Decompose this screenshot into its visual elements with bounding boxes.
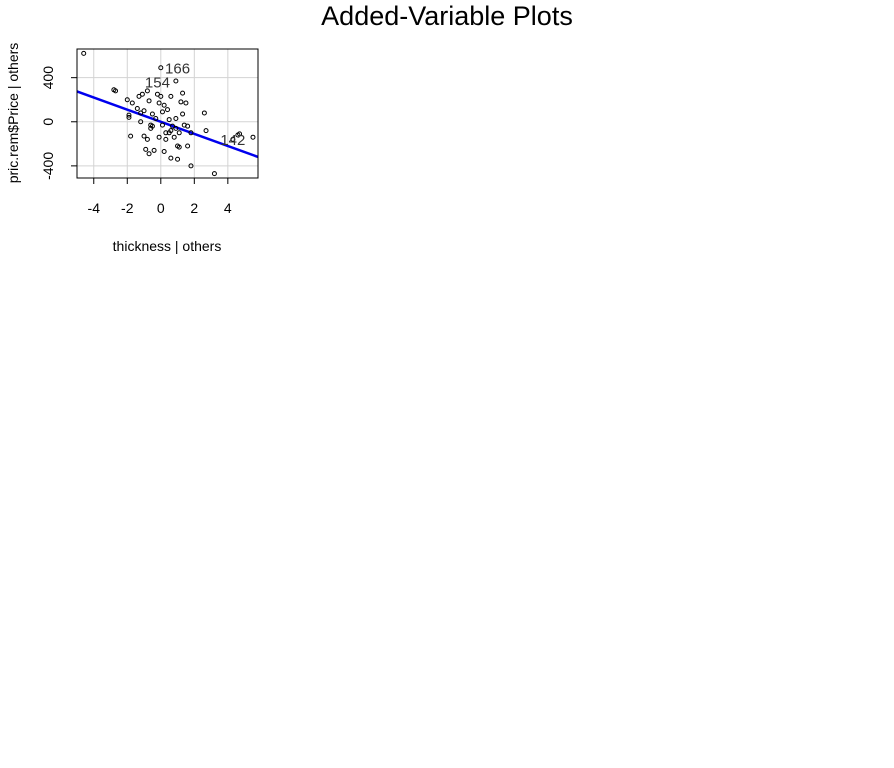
- data-point: [201, 110, 207, 116]
- x-tick-label: 4: [224, 200, 232, 216]
- data-point: [176, 130, 182, 136]
- page-title: Added-Variable Plots: [321, 1, 573, 31]
- data-point: [171, 134, 177, 140]
- data-point: [149, 111, 155, 117]
- data-point: [230, 136, 236, 142]
- point-label: 166: [165, 60, 190, 77]
- data-point: [161, 102, 167, 108]
- x-tick-label: 0: [157, 200, 165, 216]
- data-point: [173, 115, 179, 121]
- data-point: [178, 99, 184, 105]
- y-tick-label: 400: [40, 66, 56, 90]
- data-point: [159, 109, 165, 115]
- x-tick-label: -2: [121, 200, 134, 216]
- data-point: [203, 128, 209, 134]
- data-point: [138, 110, 144, 116]
- data-point: [183, 100, 189, 106]
- fit-line-layer: [76, 90, 259, 159]
- data-point: [165, 107, 170, 113]
- data-point: [154, 91, 160, 97]
- data-point: [250, 134, 256, 140]
- x-tick-label: -4: [88, 200, 101, 216]
- data-point: [143, 146, 149, 152]
- point-label: 154: [145, 75, 170, 92]
- data-point: [146, 151, 152, 157]
- data-point: [126, 114, 132, 120]
- data-point: [158, 93, 164, 99]
- data-point: [138, 119, 144, 125]
- data-point: [185, 143, 191, 149]
- data-point: [156, 134, 162, 140]
- data-point: [168, 128, 174, 134]
- data-point: [141, 108, 147, 114]
- data-point: [168, 155, 174, 161]
- plot-frame: [76, 48, 259, 179]
- data-point: [163, 130, 169, 136]
- data-point: [170, 123, 176, 129]
- data-point: [151, 147, 157, 153]
- data-point: [173, 78, 179, 84]
- data-point: [144, 88, 150, 94]
- y-tick-label: -400: [40, 152, 56, 180]
- data-point: [180, 90, 186, 96]
- data-point: [126, 112, 132, 118]
- x-axis-label: thickness | others: [113, 238, 222, 254]
- x-tick-label: 2: [190, 200, 198, 216]
- data-point: [211, 171, 217, 177]
- data-point: [146, 98, 152, 104]
- data-point: [173, 125, 179, 131]
- data-point: [166, 117, 172, 123]
- data-point: [185, 123, 191, 129]
- data-point: [144, 136, 150, 142]
- data-point: [163, 136, 169, 142]
- data-point: [176, 144, 182, 150]
- data-point: [158, 65, 164, 71]
- data-point: [188, 163, 194, 169]
- data-point: [168, 93, 174, 99]
- data-point: [129, 100, 135, 106]
- data-point: [153, 115, 159, 121]
- data-point: [141, 133, 147, 139]
- x-axis: -4 -2 0 2 4: [88, 178, 232, 216]
- y-axis: -400 0 400: [40, 66, 77, 180]
- data-point: [237, 131, 243, 137]
- data-point: [113, 88, 119, 94]
- point-label: 142: [220, 132, 245, 149]
- data-point: [136, 93, 142, 99]
- data-points: [81, 50, 256, 177]
- data-point: [149, 123, 155, 129]
- data-point: [81, 50, 87, 56]
- data-point: [159, 122, 165, 128]
- data-point: [180, 111, 186, 117]
- data-point: [124, 97, 130, 103]
- data-point: [139, 91, 145, 97]
- data-point: [156, 100, 162, 106]
- data-point: [175, 156, 181, 162]
- fit-line: [76, 90, 259, 159]
- data-point: [188, 130, 194, 136]
- y-tick-label: 0: [40, 118, 56, 126]
- data-point: [128, 133, 134, 139]
- data-point: [161, 149, 167, 155]
- y-axis-label: pric.rem$Price | others: [5, 43, 21, 184]
- data-point: [134, 106, 140, 112]
